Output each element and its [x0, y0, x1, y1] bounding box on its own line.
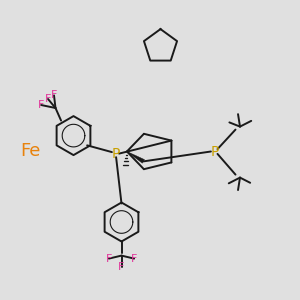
Text: F: F [118, 262, 125, 272]
Text: F: F [51, 90, 57, 100]
Text: Fe: Fe [20, 142, 40, 160]
Text: F: F [45, 94, 51, 104]
Text: F: F [106, 254, 112, 264]
Text: P: P [111, 147, 120, 160]
Polygon shape [127, 152, 145, 163]
Text: P: P [210, 145, 219, 158]
Text: F: F [131, 254, 137, 264]
Text: F: F [38, 100, 44, 110]
